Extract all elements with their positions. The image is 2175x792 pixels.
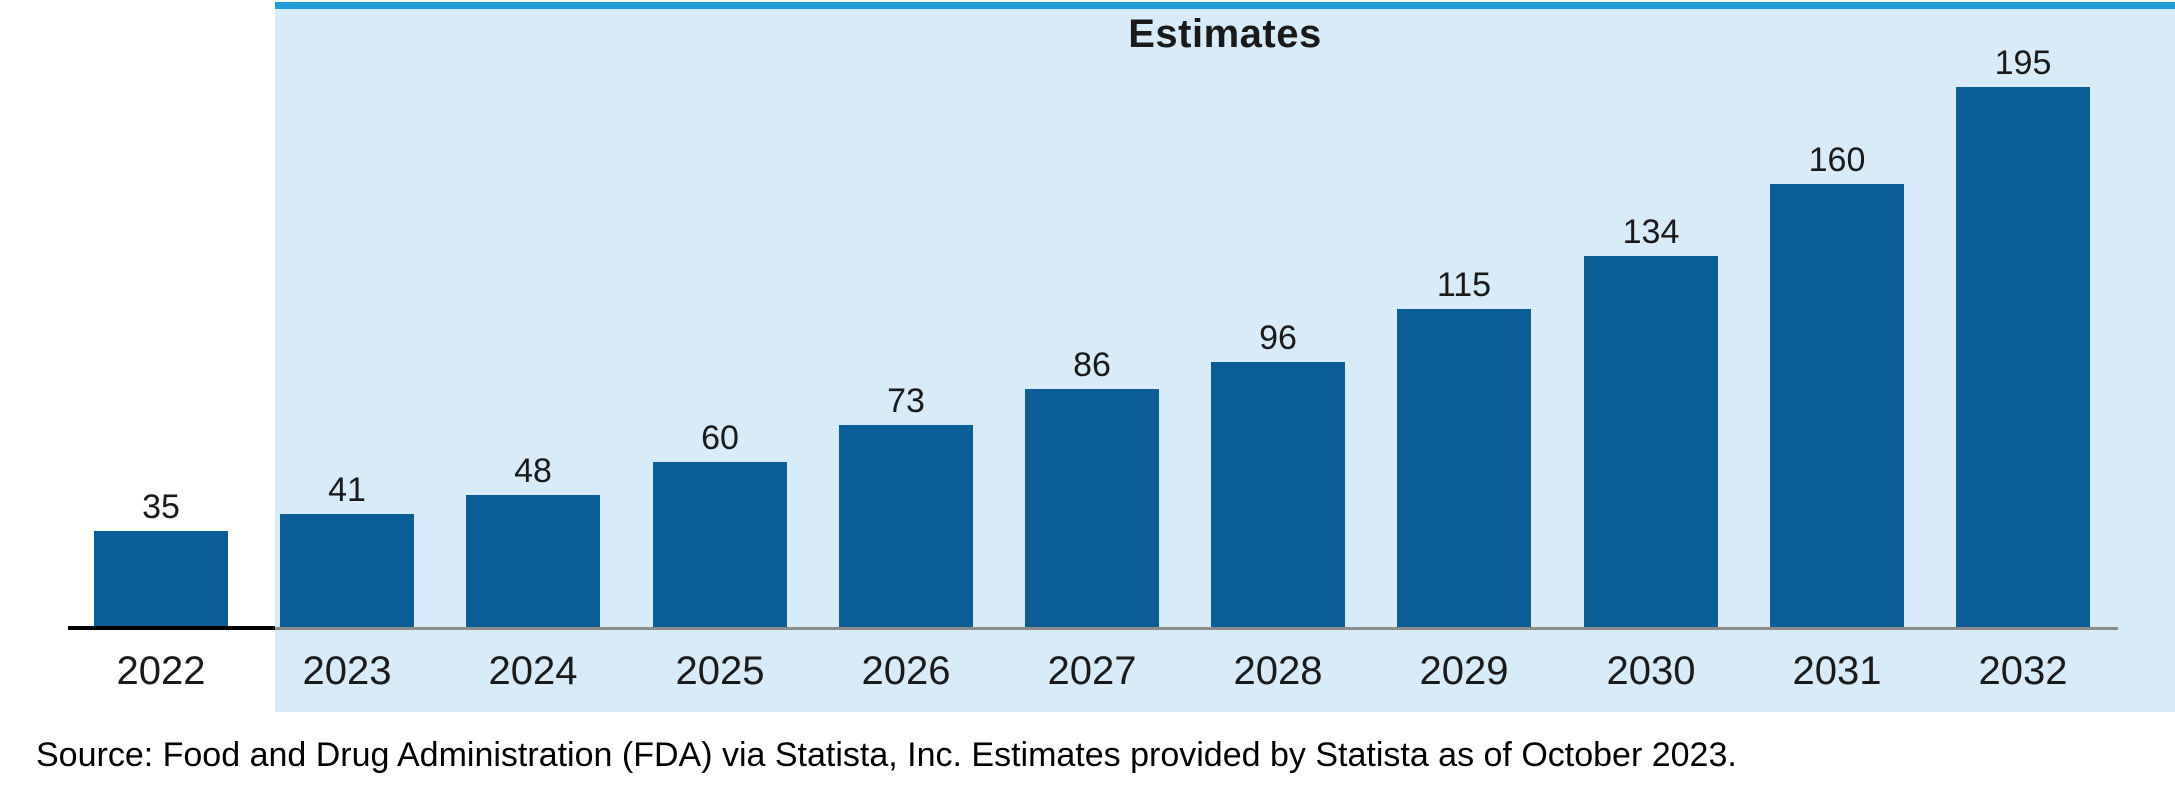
x-tick-label-2032: 2032 bbox=[1978, 649, 2068, 693]
x-axis-actual-segment bbox=[68, 626, 275, 630]
x-tick-label-2028: 2028 bbox=[1233, 649, 1323, 693]
x-tick-label-2023: 2023 bbox=[302, 649, 392, 693]
bar-2025 bbox=[653, 462, 787, 628]
x-tick-label-2029: 2029 bbox=[1419, 649, 1509, 693]
bar-2023 bbox=[280, 514, 414, 628]
value-label-2027: 86 bbox=[1073, 346, 1111, 384]
value-label-2032: 195 bbox=[1994, 44, 2052, 82]
x-tick-label-2025: 2025 bbox=[675, 649, 765, 693]
x-tick-label-2030: 2030 bbox=[1606, 649, 1696, 693]
x-axis-estimate-segment bbox=[275, 627, 2118, 630]
source-note: Source: Food and Drug Administration (FD… bbox=[36, 736, 1737, 774]
value-label-2024: 48 bbox=[514, 452, 552, 490]
x-tick-label-2024: 2024 bbox=[488, 649, 578, 693]
x-tick-label-2031: 2031 bbox=[1792, 649, 1882, 693]
bar-2022 bbox=[94, 531, 228, 628]
x-tick-label-2026: 2026 bbox=[861, 649, 951, 693]
bar-2027 bbox=[1025, 389, 1159, 628]
value-label-2026: 73 bbox=[887, 382, 925, 420]
value-label-2028: 96 bbox=[1259, 319, 1297, 357]
value-label-2022: 35 bbox=[142, 488, 180, 526]
value-label-2029: 115 bbox=[1436, 266, 1492, 304]
bar-2024 bbox=[466, 495, 600, 628]
x-tick-label-2027: 2027 bbox=[1047, 649, 1137, 693]
bar-2028 bbox=[1211, 362, 1345, 628]
bar-2032 bbox=[1956, 87, 2090, 628]
bar-2029 bbox=[1397, 309, 1531, 628]
value-label-2023: 41 bbox=[328, 471, 366, 509]
estimates-region-title: Estimates bbox=[1128, 12, 1322, 56]
value-label-2025: 60 bbox=[701, 419, 739, 457]
bar-2031 bbox=[1770, 184, 1904, 628]
value-label-2031: 160 bbox=[1808, 141, 1866, 179]
x-tick-label-2022: 2022 bbox=[116, 649, 206, 693]
value-label-2030: 134 bbox=[1622, 213, 1680, 251]
bar-2030 bbox=[1584, 256, 1718, 628]
bar-2026 bbox=[839, 425, 973, 628]
